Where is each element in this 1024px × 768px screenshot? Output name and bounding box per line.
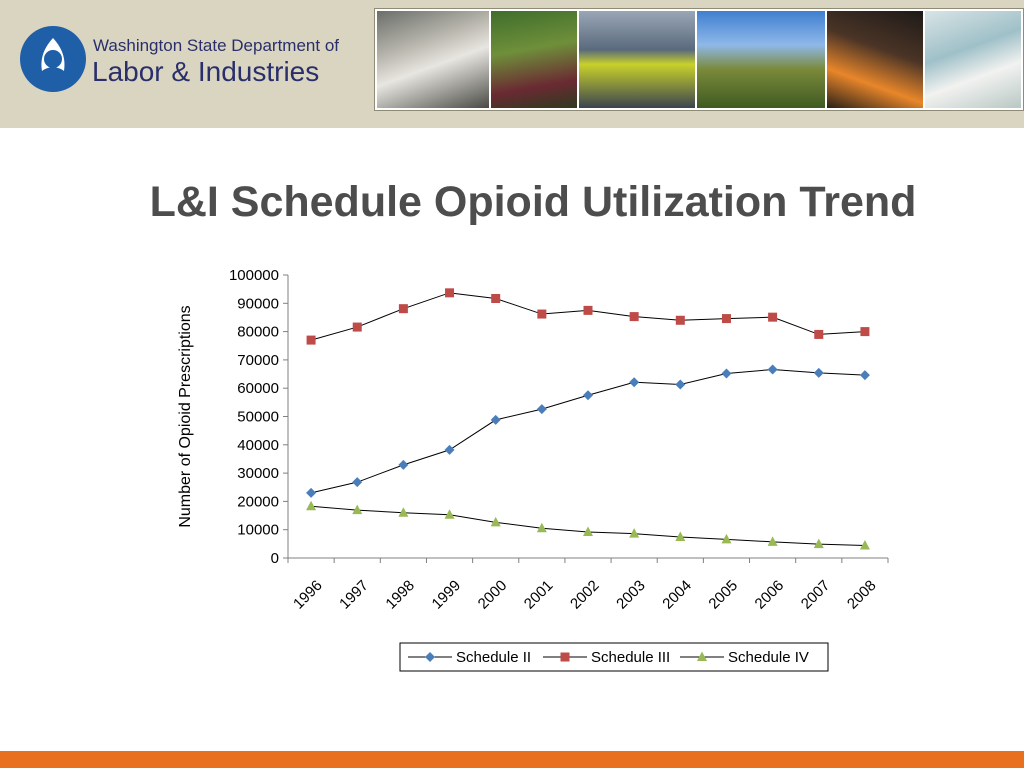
- schedule-iv-point: [629, 528, 640, 538]
- legend-marker-schedule-iii: [560, 652, 570, 662]
- schedule-iii-point: [629, 312, 639, 322]
- y-tick-label: 40000: [237, 437, 279, 454]
- x-tick-label: 1997: [336, 577, 372, 613]
- worker-sanding-photo: [377, 11, 489, 108]
- y-tick-label: 0: [271, 550, 279, 567]
- foundry-worker-photo: [827, 11, 923, 108]
- schedule-iii-point: [768, 312, 778, 322]
- y-tick-label: 30000: [237, 465, 279, 482]
- schedule-iv-point: [398, 507, 409, 517]
- x-tick-label: 1996: [290, 577, 326, 613]
- schedule-ii-point: [721, 368, 732, 379]
- farm-workers-photo: [697, 11, 825, 108]
- schedule-iv-point: [675, 531, 686, 542]
- schedule-iii-point: [306, 335, 316, 345]
- x-tick-label: 1999: [429, 577, 465, 613]
- legend-label-schedule-iii: Schedule III: [591, 649, 670, 666]
- schedule-iv-point: [306, 500, 317, 511]
- schedule-iii-point: [675, 315, 685, 325]
- schedule-iv-point: [536, 522, 547, 533]
- bottom-accent-bar: [0, 751, 1024, 768]
- legend-label-schedule-ii: Schedule II: [456, 649, 531, 666]
- slide-title: L&I Schedule Opioid Utilization Trend: [149, 178, 917, 226]
- legend-marker-schedule-ii: [425, 652, 435, 662]
- y-tick-label: 20000: [237, 493, 279, 510]
- x-tick-label: 2004: [659, 577, 695, 613]
- y-tick-label: 60000: [237, 380, 279, 397]
- y-tick-label: 80000: [237, 324, 279, 341]
- x-tick-label: 2007: [798, 577, 834, 613]
- schedule-iv-point: [444, 509, 455, 519]
- y-axis-title: Number of Opioid Prescriptions: [177, 305, 194, 527]
- schedule-iv-point: [583, 526, 593, 536]
- schedule-iii-point: [583, 305, 593, 315]
- y-tick-label: 10000: [237, 522, 279, 539]
- schedule-iv-point: [859, 540, 870, 550]
- x-tick-label: 2005: [705, 577, 741, 613]
- schedule-iv-point: [813, 538, 824, 549]
- schedule-ii-point: [859, 370, 870, 381]
- x-tick-label: 2006: [752, 577, 788, 613]
- legend-label-schedule-iv: Schedule IV: [728, 649, 809, 666]
- lni-logo-icon: [20, 26, 86, 92]
- schedule-ii-point: [767, 364, 778, 375]
- schedule-iv-point: [767, 536, 778, 546]
- lab-worker-photo: [925, 11, 1021, 108]
- schedule-iv-series: [306, 500, 870, 550]
- legend-box: [399, 642, 829, 672]
- y-tick-label: 70000: [237, 352, 279, 369]
- legend-marker-schedule-iv: [697, 651, 707, 661]
- schedule-iii-point: [491, 293, 501, 303]
- y-tick-label: 90000: [237, 295, 279, 312]
- header-banner: Washington State Department of Labor & I…: [0, 0, 1024, 128]
- schedule-ii-point: [490, 414, 501, 425]
- schedule-iv-line: [311, 505, 865, 547]
- schedule-iii-point: [537, 309, 547, 319]
- schedule-iii-point: [721, 314, 731, 324]
- schedule-ii-point: [583, 390, 593, 401]
- schedule-iii-series: [306, 288, 870, 345]
- schedule-iii-point: [352, 322, 362, 332]
- schedule-iii-point: [398, 304, 408, 314]
- logo-agency-name: Labor & Industries: [92, 56, 320, 87]
- schedule-ii-point: [444, 444, 455, 455]
- schedule-ii-series: [306, 364, 870, 498]
- schedule-ii-point: [813, 367, 824, 378]
- schedule-iii-point: [445, 288, 455, 298]
- worker-construction-photo: [579, 11, 695, 108]
- schedule-iv-point: [721, 533, 732, 544]
- schedule-ii-point: [306, 487, 317, 498]
- schedule-iv-point: [352, 504, 363, 515]
- x-tick-label: 1998: [382, 577, 418, 613]
- schedule-ii-line: [310, 369, 865, 494]
- x-tick-label: 2003: [613, 577, 649, 613]
- schedule-iii-point: [814, 329, 824, 339]
- schedule-ii-point: [536, 404, 547, 415]
- schedule-ii-point: [352, 477, 363, 488]
- schedule-ii-point: [629, 377, 640, 388]
- worker-harvest-photo: [491, 11, 577, 108]
- opioid-line-chart: 0 10000 20000 30000 40000 50000 60000 70000 8000…: [177, 267, 889, 672]
- schedule-iv-point: [490, 516, 501, 527]
- x-tick-label: 2002: [567, 577, 603, 613]
- photo-strip: [374, 8, 1024, 111]
- x-tick-label: 2001: [521, 577, 557, 613]
- logo-agency-line: Washington State Department of: [93, 36, 340, 55]
- schedule-ii-point: [675, 379, 686, 390]
- y-tick-label: 100000: [229, 267, 279, 284]
- x-tick-label: 2008: [844, 577, 880, 613]
- schedule-iii-point: [860, 327, 870, 337]
- schedule-ii-point: [398, 459, 409, 470]
- schedule-iii-line: [310, 292, 865, 341]
- x-tick-label: 2000: [475, 577, 511, 613]
- y-tick-label: 50000: [237, 409, 279, 426]
